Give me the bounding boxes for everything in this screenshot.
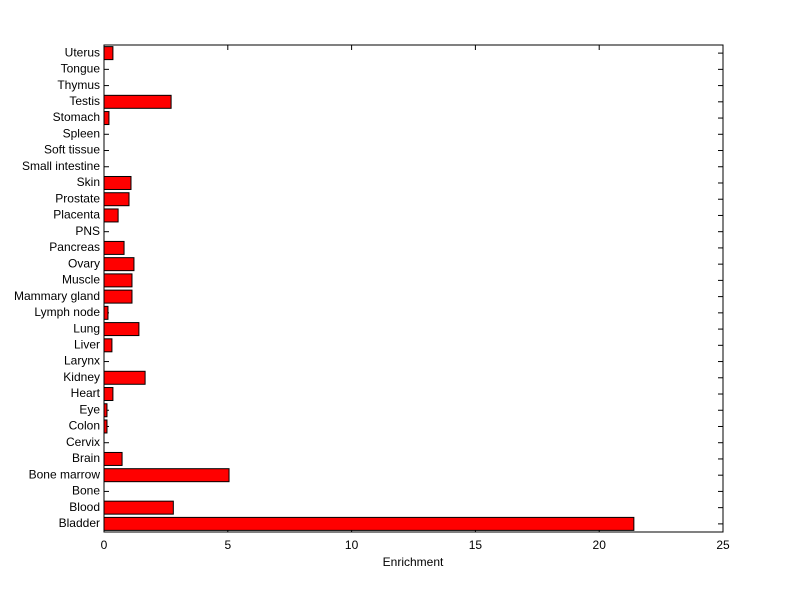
y-tick-label: Small intestine [22, 159, 100, 173]
y-tick-label: Blood [69, 500, 100, 514]
y-tick-label: Soft tissue [44, 143, 100, 157]
y-tick-label: Ovary [68, 256, 100, 270]
x-tick-label: 0 [101, 538, 108, 552]
y-tick-label: Colon [69, 419, 100, 433]
x-tick-label: 15 [469, 538, 483, 552]
bar [103, 451, 123, 466]
y-tick-label: Bone [72, 484, 100, 498]
bar [103, 273, 133, 288]
y-tick-label: Pancreas [49, 240, 100, 254]
y-tick-label: Spleen [63, 126, 100, 140]
y-tick-label: Muscle [62, 273, 100, 287]
x-tick-label: 10 [345, 538, 359, 552]
bar [103, 516, 635, 531]
bar [103, 46, 114, 61]
y-tick-label: Lung [73, 321, 100, 335]
y-tick-label: Skin [77, 175, 100, 189]
bar [103, 500, 174, 515]
y-tick-label: Brain [72, 451, 100, 465]
bar [103, 289, 133, 304]
bar [103, 240, 125, 255]
bar [103, 192, 130, 207]
x-tick-label: 25 [716, 538, 730, 552]
y-tick-label: Cervix [66, 435, 100, 449]
bar [103, 403, 108, 418]
y-tick-label: Bone marrow [29, 467, 101, 481]
bar [103, 468, 230, 483]
bar [103, 370, 146, 385]
bar [103, 175, 132, 190]
y-tick-label: Larynx [64, 354, 100, 368]
y-tick-label: Heart [71, 386, 101, 400]
bar [103, 257, 135, 272]
y-tick-label: Eye [79, 402, 100, 416]
x-tick-label: 5 [224, 538, 231, 552]
y-tick-label: PNS [75, 224, 100, 238]
y-tick-label: Bladder [59, 516, 100, 530]
y-tick-label: Thymus [57, 78, 100, 92]
y-tick-label: Testis [69, 94, 100, 108]
y-tick-label: Kidney [63, 370, 100, 384]
bar [103, 387, 114, 402]
bar [103, 322, 140, 337]
bar [103, 111, 110, 126]
y-tick-label: Mammary gland [14, 289, 100, 303]
x-tick-label: 20 [593, 538, 607, 552]
bar [103, 94, 172, 109]
y-tick-label: Uterus [65, 45, 100, 59]
bar [103, 208, 119, 223]
bar [103, 305, 109, 320]
y-tick-label: Tongue [61, 62, 101, 76]
plot-frame [103, 44, 724, 533]
bar [103, 419, 108, 434]
y-tick-label: Lymph node [34, 305, 100, 319]
y-tick-label: Liver [74, 337, 100, 351]
bar [103, 338, 113, 353]
y-tick-label: Prostate [55, 191, 100, 205]
y-tick-label: Placenta [53, 208, 100, 222]
x-axis-label: Enrichment [383, 555, 444, 569]
y-tick-label: Stomach [53, 110, 100, 124]
